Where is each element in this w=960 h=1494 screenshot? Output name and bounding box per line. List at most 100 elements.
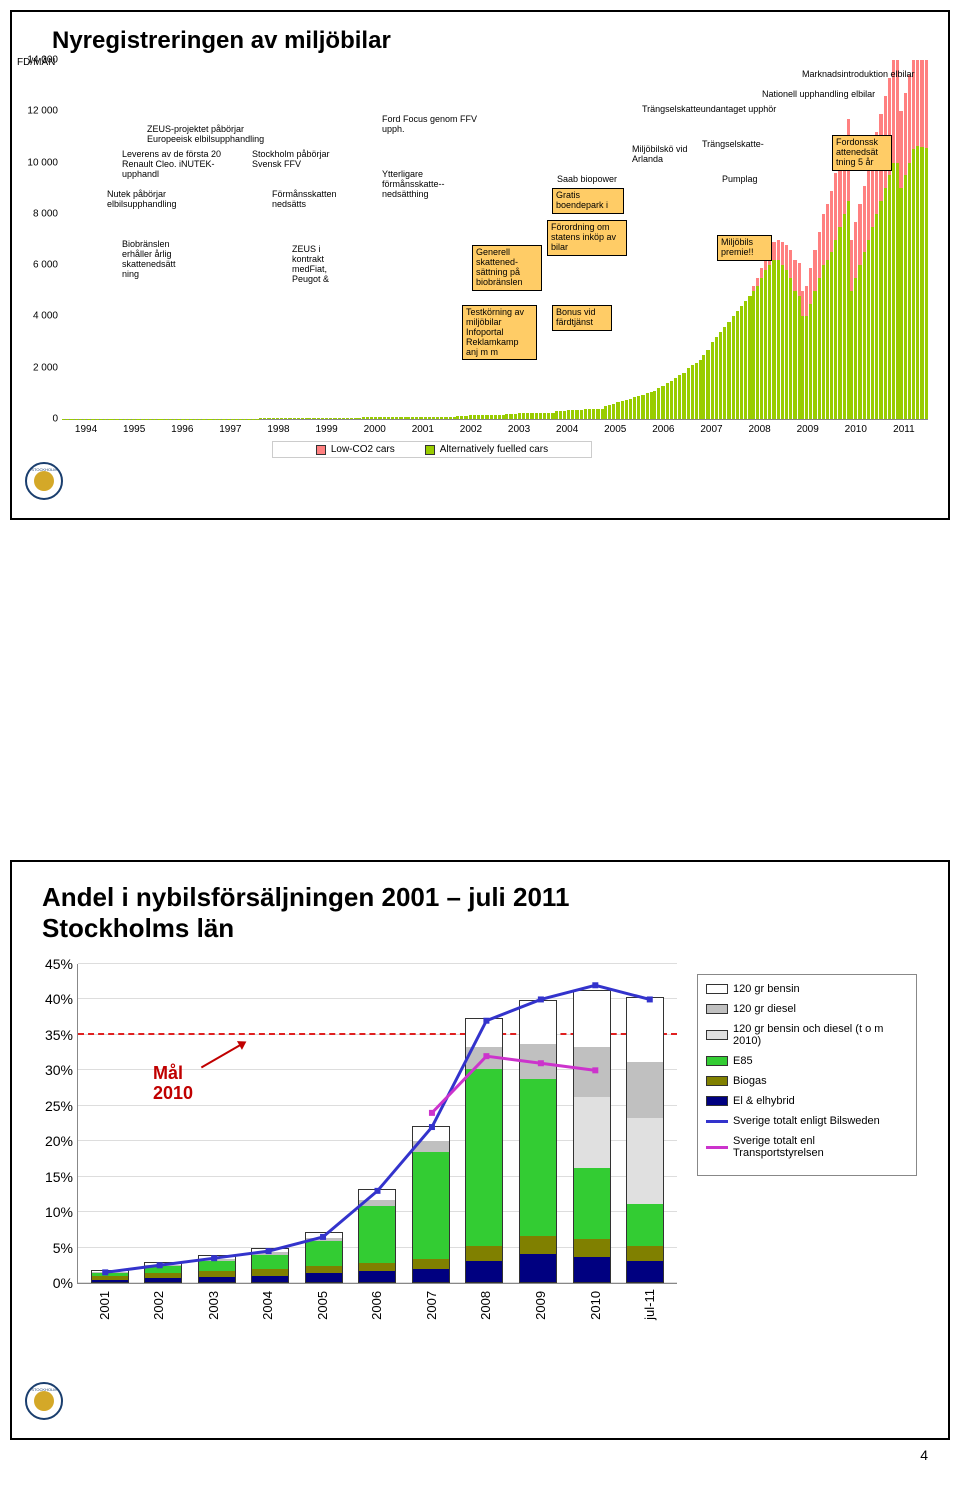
annotation-box: Bonus vid färdtjänst (552, 305, 612, 331)
bar-alt (194, 419, 197, 420)
x-tick: 1994 (62, 420, 110, 435)
annotation-text: Nutek påbörjar elbilsupphandling (107, 190, 197, 210)
x-tick: 1995 (110, 420, 158, 435)
bar-alt (498, 415, 501, 419)
bar-alt (222, 419, 225, 420)
bar-alt (612, 404, 615, 419)
bar-segment-d120 (574, 1047, 610, 1097)
bar-alt (378, 417, 381, 419)
bar-segment-d120 (413, 1141, 449, 1152)
bar-low (830, 191, 833, 253)
bar-alt (854, 278, 857, 419)
bar-low (850, 240, 853, 291)
bar-alt (485, 415, 488, 419)
bar-alt (781, 265, 784, 419)
bar-alt (904, 175, 907, 419)
bar-low (826, 204, 829, 260)
bar-alt (490, 415, 493, 419)
bar-alt (165, 419, 168, 420)
bar-alt (616, 402, 619, 419)
x-tick: 2000 (351, 420, 399, 435)
bar-alt (312, 418, 315, 419)
legend-swatch-alt (425, 445, 435, 455)
x-tick: 2003 (206, 1289, 221, 1320)
stockholm-logo-icon: STOCKHOLM (24, 461, 64, 506)
bar-alt (661, 386, 664, 419)
bar-alt (674, 378, 677, 419)
bar-segment-b120 (574, 991, 610, 1048)
legend-alt: Alternatively fuelled cars (425, 444, 548, 455)
x-tick: 2006 (369, 1289, 384, 1320)
bar-alt (838, 227, 841, 419)
bar-alt (789, 278, 792, 419)
slide2-subtitle: Stockholms län (42, 913, 938, 944)
bar-low (899, 111, 902, 188)
bar-alt (198, 419, 201, 420)
bar-low (834, 173, 837, 240)
annotation-box: Testkörning av miljöbilar Infoportal Rek… (462, 305, 537, 360)
x-tick: 2004 (543, 420, 591, 435)
bar-alt (732, 316, 735, 419)
y-tick: 5% (33, 1240, 73, 1256)
stockholm-logo-icon: STOCKHOLM (24, 1381, 64, 1426)
bar-alt (456, 416, 459, 419)
bar-alt (695, 363, 698, 419)
svg-text:STOCKHOLM: STOCKHOLM (31, 1387, 56, 1392)
year-group (210, 60, 259, 419)
legend-label: E85 (733, 1055, 753, 1067)
legend-label-low: Low-CO2 cars (331, 444, 395, 455)
y-tick: 6 000 (24, 260, 58, 271)
bar-segment-e85 (413, 1152, 449, 1259)
x-tick: 2008 (478, 1289, 493, 1320)
annotation-text: Pumplag (722, 175, 782, 185)
annotation-text: Förmånsskatten nedsätts (272, 190, 362, 210)
bar-alt (723, 327, 726, 419)
legend-item: E85 (706, 1055, 908, 1067)
bar-alt (214, 419, 217, 420)
bar-segment-bd120 (574, 1097, 610, 1168)
annotation-text: Leverens av de första 20 Renault Cleo. i… (122, 150, 242, 180)
x-tick: 2005 (315, 1289, 330, 1320)
slide-1: Nyregistreringen av miljöbilar FD/MÅN 14… (10, 10, 950, 520)
bar-alt (719, 332, 722, 419)
bar-alt (231, 419, 234, 420)
bar-low (789, 250, 792, 278)
bar-alt (284, 418, 287, 419)
bar-alt (252, 419, 255, 420)
bar-alt (678, 375, 681, 419)
bar-alt (646, 393, 649, 419)
year-group (850, 60, 899, 419)
bar-alt (202, 419, 205, 420)
bar-alt (637, 396, 640, 419)
bar-segment-e85 (574, 1168, 610, 1239)
bar-alt (530, 413, 533, 419)
bar-segment-d120 (627, 1062, 663, 1119)
x-tick: 2003 (495, 420, 543, 435)
bar-segment-biogas (413, 1259, 449, 1270)
bar-alt (346, 418, 349, 419)
bar-alt (449, 417, 452, 419)
bar-low (867, 168, 870, 240)
bar-low (805, 286, 808, 317)
year-group (62, 60, 111, 419)
bar-alt (387, 417, 390, 419)
stacked-bar (465, 1018, 503, 1283)
legend-swatch-low (316, 445, 326, 455)
bar-alt (272, 418, 275, 419)
bar-segment-b120 (413, 1127, 449, 1141)
bar-alt (793, 291, 796, 419)
bar-low (858, 204, 861, 266)
slide-2: Andel i nybilsförsäljningen 2001 – juli … (10, 860, 950, 1440)
annotation-text: Stockholm påbörjar Svensk FFV (252, 150, 352, 170)
bar-alt (395, 417, 398, 419)
bar-alt (633, 397, 636, 419)
legend-label: El & elhybrid (733, 1095, 795, 1107)
bar-alt (161, 419, 164, 420)
bar-low (756, 278, 759, 286)
stacked-bar (573, 990, 611, 1284)
bar-alt (440, 417, 443, 419)
bar-alt (518, 413, 521, 419)
bar-alt (325, 418, 328, 419)
bar-alt (892, 163, 895, 419)
bar-segment-el (306, 1273, 342, 1282)
